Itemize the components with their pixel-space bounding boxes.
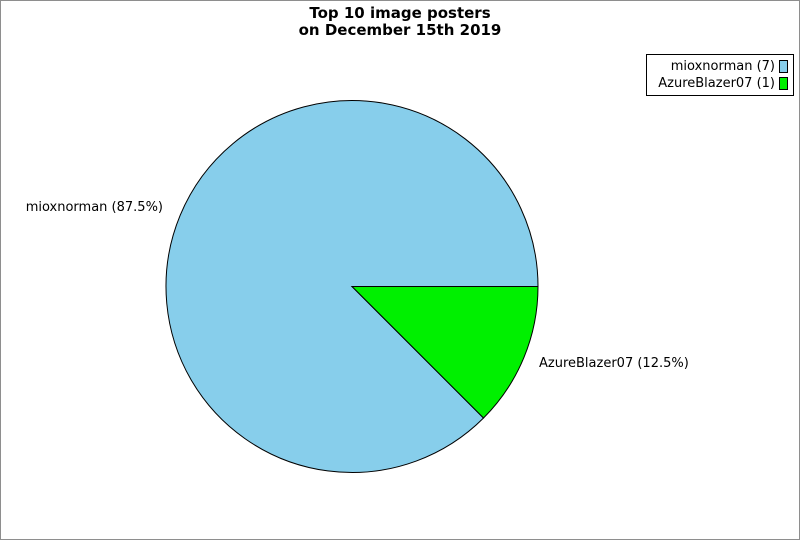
chart-title-line1: Top 10 image posters [309, 4, 491, 22]
legend-label-azureblazer07: AzureBlazer07 (1) [658, 76, 775, 91]
slice-label-mioxnorman: mioxnorman (87.5%) [25, 200, 163, 215]
legend-label-mioxnorman: mioxnorman (7) [670, 59, 775, 74]
legend-box: mioxnorman (7) AzureBlazer07 (1) [646, 54, 794, 96]
chart-title: Top 10 image posters on December 15th 20… [1, 5, 799, 39]
pie-slice-azureblazer07 [350, 286, 539, 419]
legend-row-azureblazer07: AzureBlazer07 (1) [651, 75, 788, 92]
legend-swatch-azureblazer07 [779, 77, 788, 90]
pie-slice-mioxnorman [165, 100, 539, 473]
legend-row-mioxnorman: mioxnorman (7) [651, 58, 788, 75]
chart-title-line2: on December 15th 2019 [298, 21, 502, 39]
legend-swatch-mioxnorman [779, 60, 788, 73]
slice-label-azureblazer07: AzureBlazer07 (12.5%) [539, 356, 689, 371]
